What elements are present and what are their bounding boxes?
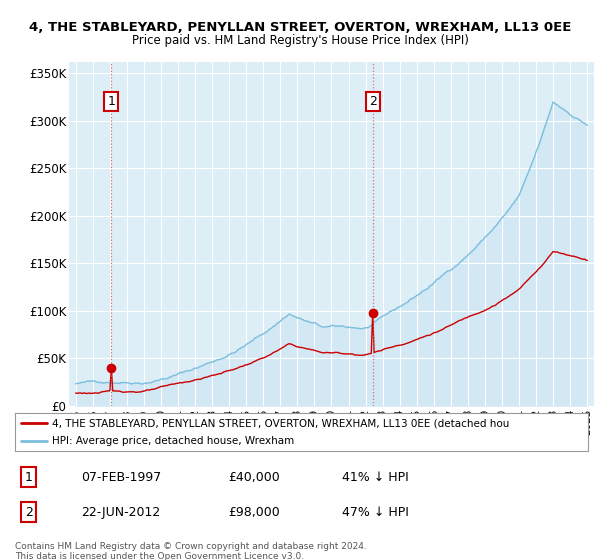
Text: 1: 1 (107, 95, 115, 108)
Text: 4, THE STABLEYARD, PENYLLAN STREET, OVERTON, WREXHAM, LL13 0EE: 4, THE STABLEYARD, PENYLLAN STREET, OVER… (29, 21, 571, 34)
Text: 1: 1 (25, 470, 33, 484)
Text: 2: 2 (369, 95, 377, 108)
Text: 47% ↓ HPI: 47% ↓ HPI (342, 506, 409, 519)
Text: 07-FEB-1997: 07-FEB-1997 (81, 470, 161, 484)
Text: 4, THE STABLEYARD, PENYLLAN STREET, OVERTON, WREXHAM, LL13 0EE (detached hou: 4, THE STABLEYARD, PENYLLAN STREET, OVER… (52, 418, 509, 428)
Text: Contains HM Land Registry data © Crown copyright and database right 2024.
This d: Contains HM Land Registry data © Crown c… (15, 542, 367, 560)
Text: 41% ↓ HPI: 41% ↓ HPI (342, 470, 409, 484)
Text: Price paid vs. HM Land Registry's House Price Index (HPI): Price paid vs. HM Land Registry's House … (131, 34, 469, 46)
Text: 2: 2 (25, 506, 33, 519)
Text: £40,000: £40,000 (228, 470, 280, 484)
Text: £98,000: £98,000 (228, 506, 280, 519)
Text: 22-JUN-2012: 22-JUN-2012 (81, 506, 160, 519)
Text: HPI: Average price, detached house, Wrexham: HPI: Average price, detached house, Wrex… (52, 436, 295, 446)
